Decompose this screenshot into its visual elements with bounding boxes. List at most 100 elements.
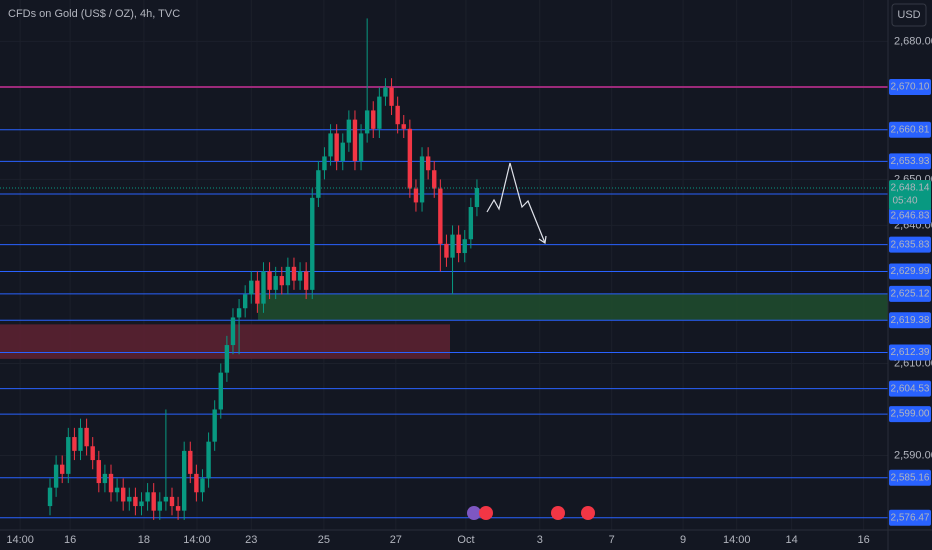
- candle-body: [407, 128, 413, 189]
- candle-body: [127, 496, 132, 502]
- x-tick-label: 16: [64, 534, 76, 546]
- candle-body: [285, 266, 291, 286]
- level-label-box: [889, 469, 931, 486]
- candle-body: [242, 294, 248, 309]
- candle-body: [371, 110, 376, 129]
- candle-body: [425, 156, 431, 171]
- event-icon: [551, 506, 565, 520]
- candle-body: [169, 496, 175, 507]
- candle-body: [102, 473, 108, 484]
- candle-body: [218, 372, 223, 410]
- candle-body: [377, 96, 382, 129]
- projection-arrowhead: [538, 235, 547, 245]
- level-label-box: [889, 380, 931, 397]
- level-label: 2,670.10: [891, 82, 930, 93]
- last-price-box: [889, 179, 931, 210]
- candle-body: [340, 142, 345, 162]
- candle-body: [249, 280, 254, 295]
- candle-body: [175, 506, 181, 511]
- level-label-box: [889, 344, 931, 361]
- candle-body: [200, 478, 205, 493]
- candle-body: [261, 271, 266, 304]
- candle-body: [389, 87, 394, 106]
- candle-body: [72, 437, 77, 451]
- event-icons: [467, 506, 595, 520]
- x-tick-label: 27: [390, 534, 402, 546]
- candle-body: [84, 427, 89, 447]
- candle-body: [334, 133, 339, 162]
- level-label-box: [889, 207, 931, 224]
- candle-body: [419, 156, 425, 203]
- level-label: 2,625.12: [891, 289, 930, 300]
- candle-body: [230, 317, 236, 346]
- event-icon: [581, 506, 595, 520]
- level-label: 2,660.81: [891, 124, 930, 135]
- level-label-box: [889, 121, 931, 138]
- candle-body: [273, 276, 278, 290]
- candle-body: [90, 446, 95, 461]
- x-tick-label: 18: [138, 534, 150, 546]
- level-label: 2,629.99: [891, 266, 930, 277]
- x-tick-label: 7: [609, 534, 615, 546]
- y-tick-label: 2,590.00: [894, 449, 932, 461]
- candle-body: [108, 473, 114, 493]
- level-label: 2,585.16: [891, 472, 930, 483]
- candle-body: [279, 276, 284, 286]
- level-label-box: [889, 285, 931, 302]
- candle-body: [96, 460, 102, 484]
- level-label: 2,619.38: [891, 315, 930, 326]
- x-tick-label: 14:00: [6, 534, 34, 546]
- candle-body: [316, 170, 321, 198]
- candle-body: [60, 464, 65, 474]
- candle-body: [151, 492, 156, 511]
- x-tick-label: Oct: [457, 534, 474, 546]
- candle-body: [188, 450, 193, 474]
- zone: [258, 293, 888, 321]
- projection-path: [486, 162, 546, 244]
- candle-body: [346, 119, 352, 143]
- candle-body: [291, 266, 297, 281]
- level-label: 2,576.47: [891, 512, 930, 523]
- level-label: 2,604.53: [891, 383, 930, 394]
- level-label-box: [889, 263, 931, 280]
- candle-body: [444, 243, 449, 258]
- level-label: 2,646.83: [891, 211, 930, 222]
- level-label-box: [889, 153, 931, 170]
- countdown-label: 05:40: [892, 196, 917, 207]
- currency-label[interactable]: USD: [897, 9, 920, 21]
- candle-body: [114, 487, 120, 493]
- candle-body: [194, 473, 199, 493]
- candle-body: [297, 271, 303, 281]
- candle-body: [120, 487, 126, 502]
- candle-body: [322, 156, 327, 171]
- candle-body: [66, 437, 71, 474]
- plot: [0, 18, 888, 520]
- candle-body: [352, 119, 358, 162]
- candle-body: [450, 234, 455, 258]
- candle-body: [358, 133, 364, 162]
- level-label-box: [889, 406, 931, 423]
- candle-body: [328, 133, 333, 157]
- candle-body: [139, 501, 144, 507]
- candle-body: [212, 409, 217, 442]
- candle-body: [255, 280, 260, 304]
- candle-body: [53, 464, 59, 488]
- level-label-box: [889, 509, 931, 526]
- candle-body: [364, 110, 370, 134]
- candle-body: [432, 170, 437, 189]
- candle-body: [474, 187, 480, 208]
- currency-button[interactable]: [891, 3, 927, 27]
- x-tick-label: 23: [245, 534, 257, 546]
- level-label-box: [889, 312, 931, 329]
- candle-body: [462, 239, 467, 254]
- candle-body: [413, 188, 419, 203]
- candle-body: [401, 124, 406, 129]
- x-tick-label: 25: [318, 534, 330, 546]
- x-tick-label: 14:00: [183, 534, 211, 546]
- candle-body: [456, 234, 461, 254]
- level-label: 2,635.83: [891, 239, 930, 250]
- event-icon: [467, 506, 481, 520]
- y-tick-label: 2,680.00: [894, 35, 932, 47]
- x-tick-label: 9: [680, 534, 686, 546]
